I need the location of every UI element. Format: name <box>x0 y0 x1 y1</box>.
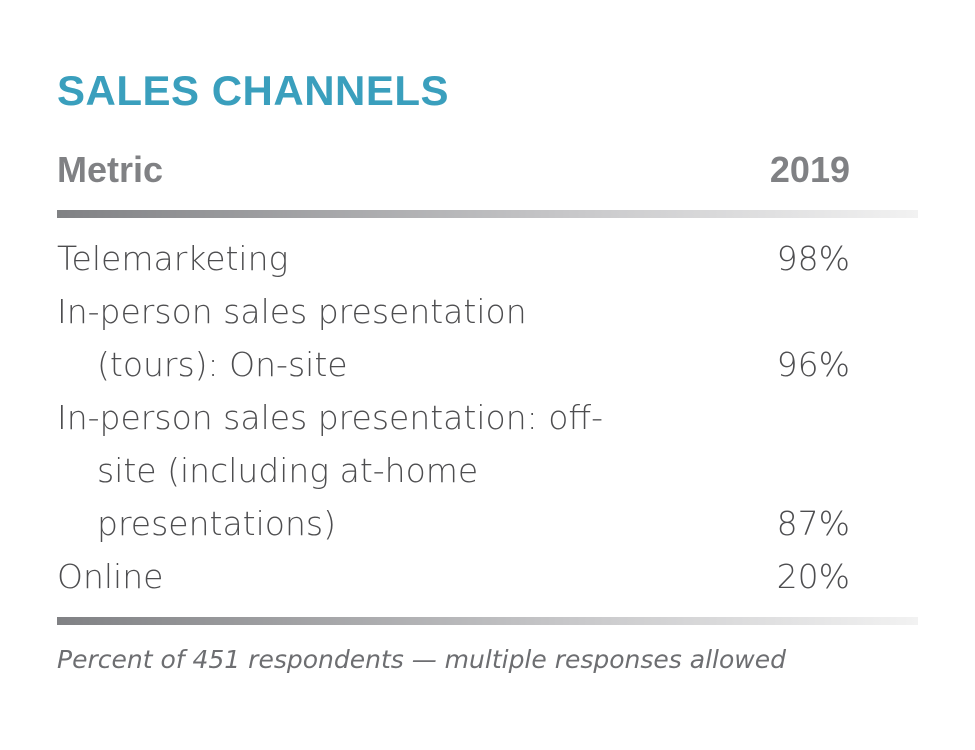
header-cell: Metric <box>57 149 164 190</box>
header-cell: 2019 <box>769 149 850 190</box>
metric-cell: Telemarketing <box>57 239 289 278</box>
metric-cell: In-person sales presentation: off-site (… <box>57 398 604 543</box>
table-row: Online 20% <box>57 550 850 603</box>
metric-cell: In-person sales presentation (tours): On… <box>57 292 527 384</box>
footnote: Percent of 451 respondents — multiple re… <box>57 645 786 674</box>
table-row: Telemarketing 98% <box>57 232 850 285</box>
value-cell: 87% <box>776 504 850 543</box>
value-cell: 20% <box>776 557 850 596</box>
table-row: In-person sales presentation: off-site (… <box>57 391 850 550</box>
metric-cell: Online <box>57 557 164 596</box>
value-cell: 96% <box>776 345 850 384</box>
table: Metric 2019 <box>57 150 850 210</box>
divider <box>57 617 918 625</box>
divider <box>57 210 918 218</box>
title: SALES CHANNELS <box>57 67 450 114</box>
table-body: Telemarketing 98% In-person sales presenta… <box>57 232 850 603</box>
header-row: Metric 2019 <box>57 150 850 210</box>
table-row: In-person sales presentation (tours): On… <box>57 285 850 391</box>
table-card: SALES CHANNELS Metric 2019 Telemarketing… <box>57 62 918 674</box>
value-cell: 98% <box>776 239 850 278</box>
